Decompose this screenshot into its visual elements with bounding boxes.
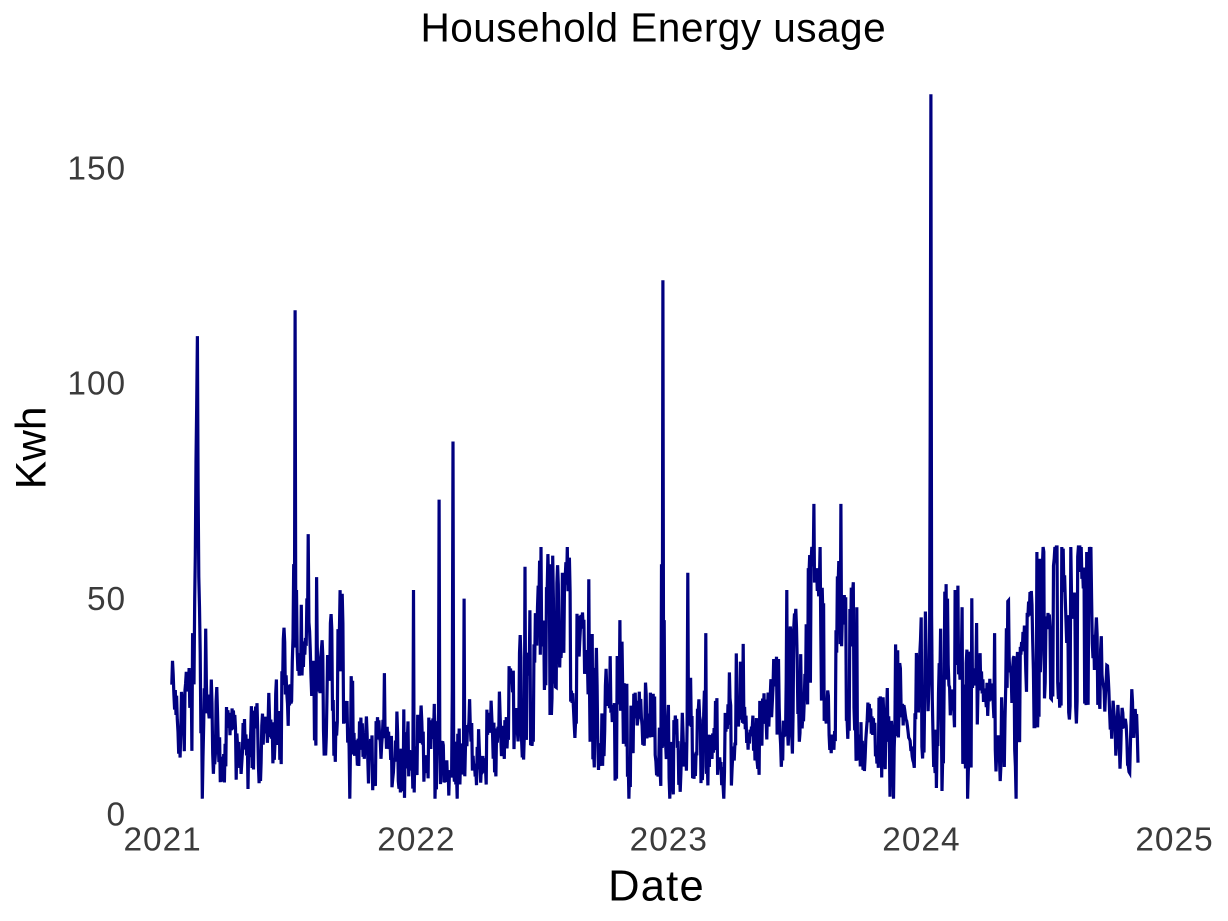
svg-text:150: 150 [67,150,126,187]
svg-text:2021: 2021 [123,821,201,858]
svg-text:Date: Date [608,863,705,911]
svg-text:2024: 2024 [882,821,960,858]
svg-text:2025: 2025 [1135,821,1213,858]
svg-text:2022: 2022 [377,821,455,858]
svg-text:Kwh: Kwh [8,406,56,489]
svg-text:100: 100 [67,366,126,403]
svg-text:0: 0 [107,796,127,833]
svg-text:Household Energy usage: Household Energy usage [421,5,887,51]
svg-text:50: 50 [87,581,126,618]
svg-text:2023: 2023 [630,821,708,858]
